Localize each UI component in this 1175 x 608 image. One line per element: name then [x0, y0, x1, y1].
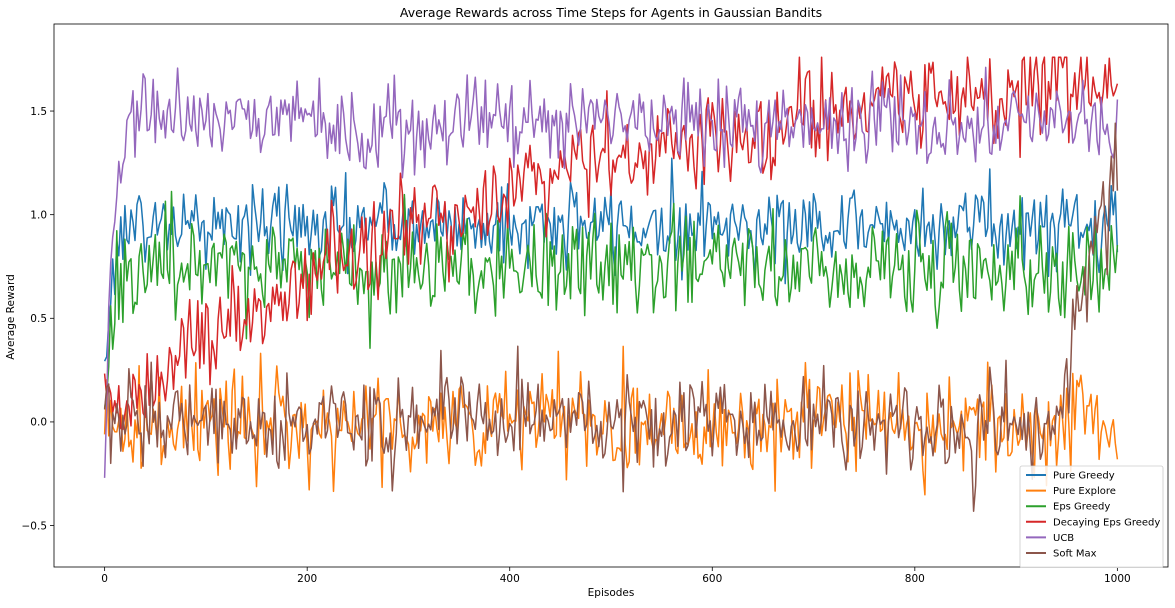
- x-axis-label: Episodes: [588, 587, 635, 599]
- legend-label: Decaying Eps Greedy: [1053, 517, 1160, 528]
- x-tick-label: 800: [905, 573, 925, 585]
- series-line-ucb: [103, 66, 1119, 478]
- series-line-eps-greedy: [103, 190, 1119, 409]
- y-tick-label: 1.5: [30, 106, 47, 118]
- legend-label: Pure Greedy: [1053, 471, 1115, 482]
- x-tick-label: 0: [101, 573, 108, 585]
- series-layer: [103, 56, 1119, 512]
- chart-title: Average Rewards across Time Steps for Ag…: [400, 5, 822, 20]
- series-line-decaying-eps-greedy: [103, 56, 1119, 431]
- y-tick-label: 0.5: [30, 313, 47, 325]
- series-line-soft-max: [103, 122, 1119, 512]
- legend-label: UCB: [1053, 533, 1074, 544]
- legend-box: [1019, 465, 1164, 568]
- x-tick-label: 200: [297, 573, 317, 585]
- x-tick-label: 600: [702, 573, 722, 585]
- x-tick-label: 400: [500, 573, 520, 585]
- legend-label: Pure Explore: [1053, 486, 1116, 497]
- plot-frame: [53, 23, 1169, 568]
- y-tick-label: −0.5: [22, 520, 48, 532]
- axes-layer: 0 200 400 600 800 1000 −0.5 0.0 0.5 1.0 1.5: [22, 23, 1169, 585]
- x-tick-label: 1000: [1104, 573, 1131, 585]
- y-tick-label: 0.0: [30, 417, 47, 429]
- y-axis-label: Average Reward: [5, 274, 17, 360]
- legend-label: Eps Greedy: [1053, 502, 1110, 513]
- y-tick-label: 1.0: [30, 209, 47, 221]
- legend: Pure Greedy Pure Explore Eps Greedy Decayin…: [1019, 465, 1164, 568]
- legend-label: Soft Max: [1053, 549, 1097, 560]
